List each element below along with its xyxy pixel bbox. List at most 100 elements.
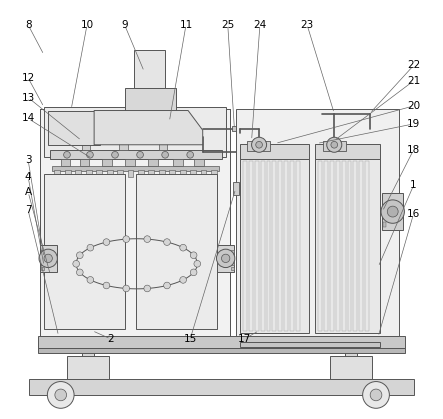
Bar	[240, 144, 309, 159]
Bar	[348, 161, 351, 331]
Bar	[201, 170, 206, 177]
Bar	[50, 150, 222, 159]
Circle shape	[256, 142, 262, 148]
Bar	[75, 170, 81, 177]
Bar	[41, 256, 44, 259]
Bar	[44, 107, 225, 157]
Bar	[232, 127, 237, 131]
Circle shape	[331, 142, 338, 148]
Circle shape	[39, 249, 58, 268]
Text: 9: 9	[121, 20, 128, 30]
Bar	[383, 222, 386, 227]
Circle shape	[44, 254, 52, 263]
Bar	[107, 170, 113, 177]
Bar	[38, 336, 405, 348]
Bar	[41, 267, 44, 270]
Bar	[128, 170, 133, 177]
Bar	[40, 109, 230, 336]
Bar	[96, 170, 102, 177]
Circle shape	[180, 244, 187, 251]
Text: 25: 25	[221, 20, 234, 30]
Bar	[134, 50, 165, 88]
Circle shape	[222, 254, 230, 263]
Circle shape	[252, 137, 267, 152]
Text: 24: 24	[253, 20, 267, 30]
Circle shape	[194, 261, 201, 267]
Bar	[44, 174, 125, 328]
Text: 15: 15	[183, 334, 197, 344]
Bar	[125, 88, 175, 111]
Circle shape	[87, 244, 93, 251]
Bar	[136, 174, 218, 328]
Bar	[79, 159, 89, 166]
Text: 1: 1	[410, 180, 417, 190]
Bar	[336, 161, 340, 331]
Bar	[119, 125, 128, 150]
Bar	[159, 125, 167, 150]
Bar	[231, 256, 234, 259]
Circle shape	[47, 382, 74, 408]
Bar	[249, 161, 253, 331]
Bar	[125, 159, 135, 166]
Text: 19: 19	[407, 119, 420, 129]
Text: 14: 14	[22, 114, 35, 124]
Bar	[159, 170, 165, 177]
Bar	[48, 111, 101, 145]
Bar	[190, 170, 196, 177]
Circle shape	[370, 389, 382, 401]
Text: 11: 11	[179, 20, 193, 30]
Bar	[290, 161, 294, 331]
Bar	[315, 159, 380, 333]
Circle shape	[137, 151, 144, 158]
Bar	[117, 170, 123, 177]
Bar	[243, 161, 247, 331]
Text: 13: 13	[22, 93, 35, 103]
Bar	[383, 214, 386, 219]
Text: 18: 18	[407, 145, 420, 155]
Bar	[180, 170, 186, 177]
Circle shape	[87, 277, 93, 283]
Circle shape	[103, 239, 110, 246]
Circle shape	[77, 269, 83, 276]
Bar	[102, 159, 112, 166]
Bar	[324, 161, 328, 331]
Bar	[284, 161, 288, 331]
Bar	[319, 161, 322, 331]
Bar	[231, 267, 234, 270]
Circle shape	[64, 151, 70, 158]
Circle shape	[87, 151, 93, 158]
Bar	[52, 166, 219, 171]
Bar	[267, 161, 270, 331]
Bar	[278, 161, 282, 331]
Bar	[323, 141, 346, 151]
Bar	[169, 170, 175, 177]
Bar	[240, 342, 380, 347]
Text: 8: 8	[25, 20, 31, 30]
Text: 23: 23	[300, 20, 314, 30]
Text: A: A	[24, 187, 32, 197]
Bar	[40, 245, 57, 272]
Bar	[365, 161, 369, 331]
Text: 21: 21	[407, 76, 420, 86]
Bar	[261, 161, 264, 331]
Bar	[359, 161, 363, 331]
Bar	[231, 251, 234, 254]
Bar	[354, 161, 357, 331]
Text: 4: 4	[25, 172, 31, 182]
Bar	[211, 170, 217, 177]
Circle shape	[363, 382, 389, 408]
Text: 12: 12	[22, 73, 35, 83]
Circle shape	[144, 285, 151, 292]
Bar	[61, 159, 70, 166]
Bar	[40, 109, 230, 336]
Text: 10: 10	[81, 20, 93, 30]
Circle shape	[123, 285, 129, 292]
Text: 22: 22	[407, 60, 420, 70]
Bar	[330, 357, 372, 380]
Bar	[67, 357, 109, 380]
Circle shape	[163, 282, 171, 289]
Circle shape	[73, 261, 79, 267]
Text: 17: 17	[238, 334, 251, 344]
Bar	[345, 348, 357, 380]
Bar	[41, 251, 44, 254]
